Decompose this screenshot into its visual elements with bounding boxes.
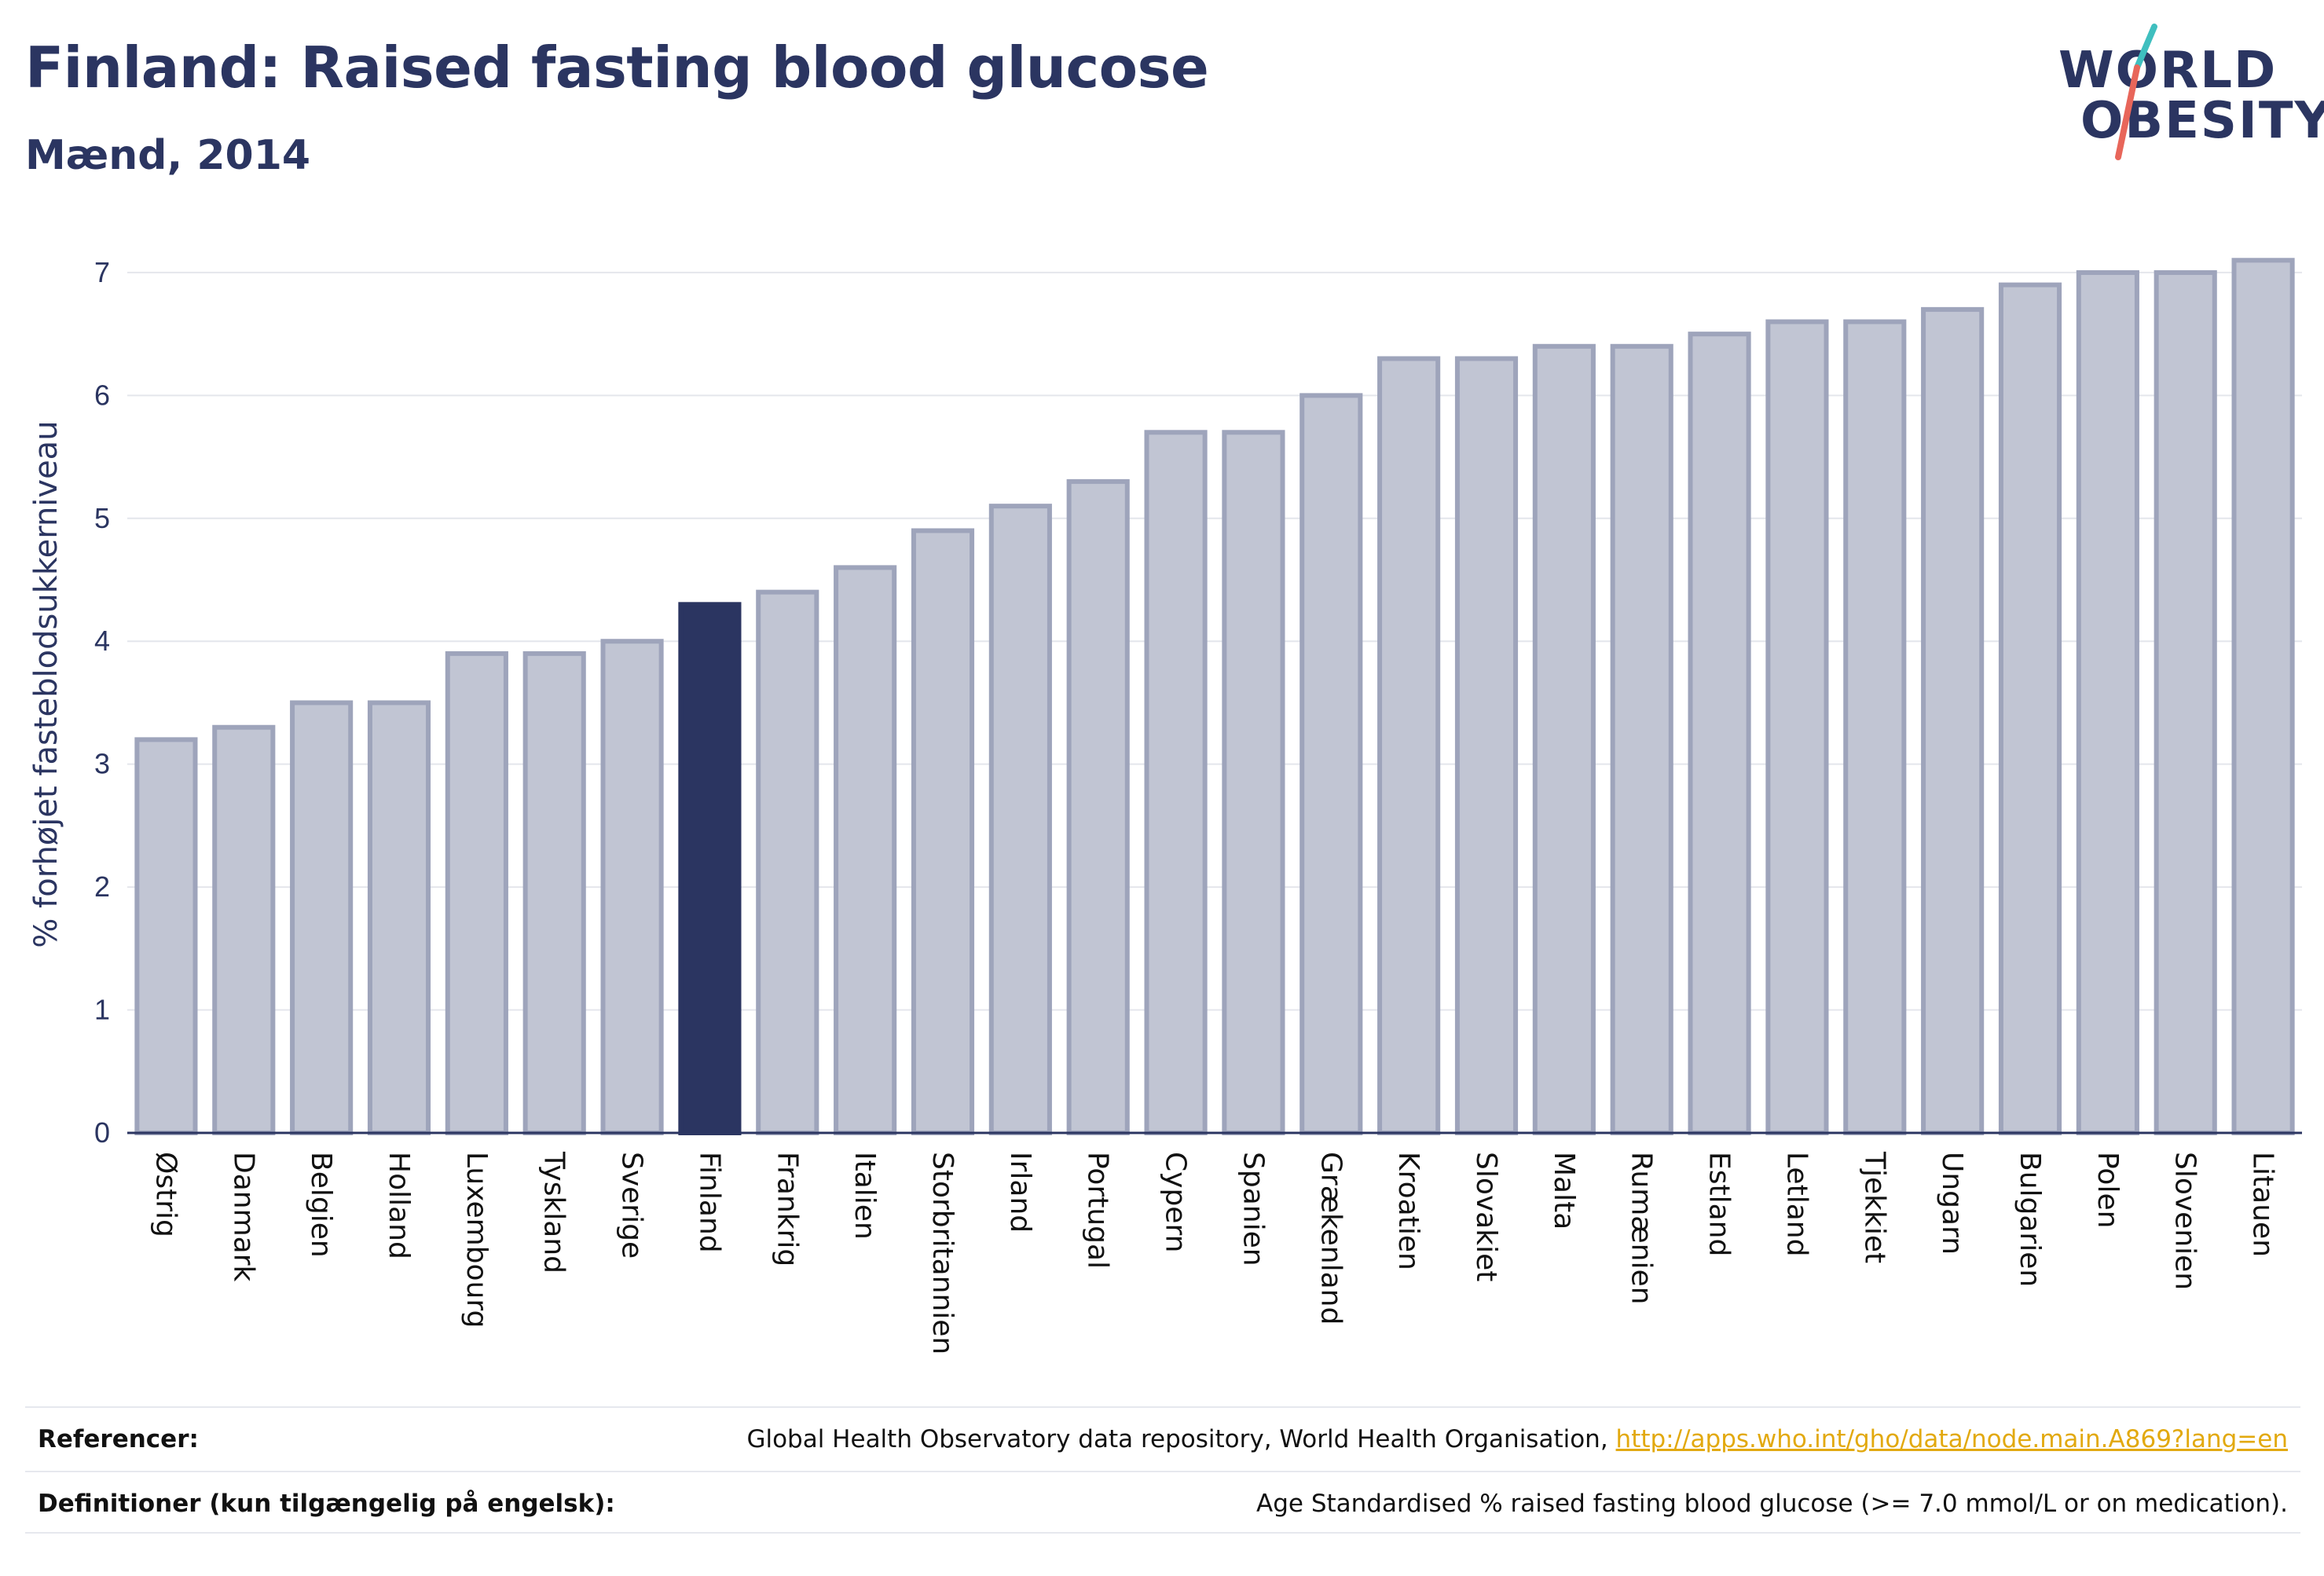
bar-finland xyxy=(678,602,742,1135)
x-tick-label: Holland xyxy=(383,1152,415,1259)
x-tick-label: Irland xyxy=(1004,1152,1036,1233)
x-tick-label: Cypern xyxy=(1160,1152,1192,1252)
world-obesity-logo: WORLD OBESITY xyxy=(2043,24,2324,165)
x-tick-label: Letland xyxy=(1780,1152,1813,1256)
x-tick-label: Polen xyxy=(2091,1152,2124,1228)
x-tick-label: Bulgarien xyxy=(2014,1152,2046,1287)
y-tick-label: 1 xyxy=(94,994,110,1026)
bar-holland xyxy=(367,700,431,1135)
bar-estland xyxy=(1688,332,1751,1135)
bar-irland xyxy=(988,504,1052,1135)
definitions-value: Age Standardised % raised fasting blood … xyxy=(1256,1490,2288,1518)
bar-bulgarien xyxy=(1998,282,2062,1136)
x-tick-label: Italien xyxy=(849,1152,881,1240)
x-tick-label: Grækenland xyxy=(1314,1152,1347,1325)
bar-belgien xyxy=(290,700,354,1135)
y-tick-label: 4 xyxy=(94,625,110,657)
bar-storbritannien xyxy=(911,528,975,1135)
bar-chart: 0 1 2 3 4 5 6 7 % forhøjet fasteblodsukkerniveau… xyxy=(28,256,2302,1354)
y-tick-label: 0 xyxy=(94,1116,110,1149)
logo-line-world: WORLD xyxy=(2058,42,2278,100)
bar-letland xyxy=(1765,319,1829,1135)
bar-cypern xyxy=(1144,430,1208,1135)
x-tick-label: Spanien xyxy=(1237,1152,1269,1266)
bar-sverige xyxy=(600,639,664,1135)
bar-spanien xyxy=(1222,430,1285,1135)
chart-subtitle: Mænd, 2014 xyxy=(25,132,311,179)
x-tick-label: Slovakiet xyxy=(1470,1152,1502,1281)
x-tick-label: Luxembourg xyxy=(460,1152,493,1328)
bar-frankrig xyxy=(756,589,819,1135)
chart-title: Finland: Raised fasting blood glucose xyxy=(25,35,1209,101)
x-tick-label: Ungarn xyxy=(1936,1152,1968,1255)
bar-tyskland xyxy=(522,651,586,1135)
x-tick-label: Slovenien xyxy=(2169,1152,2201,1290)
bar-polen xyxy=(2076,269,2139,1135)
references-row: Referencer: Global Health Observatory da… xyxy=(25,1406,2300,1471)
bar-malta xyxy=(1532,343,1596,1136)
references-label: Referencer: xyxy=(38,1425,199,1453)
x-tick-label: Rumænien xyxy=(1626,1152,1658,1304)
x-tick-label: Tyskland xyxy=(538,1151,570,1274)
references-text: Global Health Observatory data repositor… xyxy=(746,1425,1616,1453)
y-tick-label: 5 xyxy=(94,502,110,534)
x-tick-label: Storbritannien xyxy=(926,1152,959,1354)
footer-divider xyxy=(25,1532,2300,1534)
x-tick-label: Estland xyxy=(1703,1152,1736,1256)
bar-slovakiet xyxy=(1454,356,1519,1135)
definitions-label: Definitioner (kun tilgængelig på engelsk… xyxy=(38,1490,615,1518)
references-value: Global Health Observatory data repositor… xyxy=(746,1425,2288,1453)
bar-tjekkiet xyxy=(1843,319,1907,1135)
x-tick-label: Litauen xyxy=(2247,1152,2279,1257)
bar-portugal xyxy=(1066,478,1130,1135)
logo-slash-icon xyxy=(2115,24,2157,160)
x-tick-label: Belgien xyxy=(305,1152,337,1258)
bar-kroatien xyxy=(1377,356,1441,1135)
bar-danmark xyxy=(212,724,276,1135)
x-tick-label: Portugal xyxy=(1082,1152,1114,1269)
x-tick-label: Frankrig xyxy=(771,1152,803,1266)
references-link[interactable]: http://apps.who.int/gho/data/node.main.A… xyxy=(1615,1425,2288,1453)
y-tick-label: 2 xyxy=(94,870,110,903)
bar-ungarn xyxy=(1921,306,1985,1135)
x-tick-label: Sverige xyxy=(616,1152,648,1259)
bar-østrig xyxy=(134,737,198,1136)
x-tick-label: Finland xyxy=(693,1152,725,1253)
y-tick-label: 7 xyxy=(94,256,110,288)
definitions-row: Definitioner (kun tilgængelig på engelsk… xyxy=(25,1471,2300,1535)
x-tick-label: Østrig xyxy=(149,1152,181,1237)
x-tick-label: Tjekkiet xyxy=(1858,1151,1890,1263)
bar-grækenland xyxy=(1299,393,1363,1135)
bar-luxembourg xyxy=(445,651,508,1135)
bar-italien xyxy=(834,565,897,1135)
x-tick-label: Malta xyxy=(1548,1152,1580,1230)
x-tick-label: Kroatien xyxy=(1392,1152,1424,1270)
bar-slovenien xyxy=(2154,269,2217,1135)
x-tick-label: Danmark xyxy=(227,1152,259,1282)
bar-rumænien xyxy=(1610,343,1673,1136)
y-tick-label: 6 xyxy=(94,379,110,411)
bar-litauen xyxy=(2231,258,2295,1135)
y-tick-label: 3 xyxy=(94,748,110,780)
y-axis-label: % forhøjet fasteblodsukkerniveau xyxy=(28,420,64,947)
